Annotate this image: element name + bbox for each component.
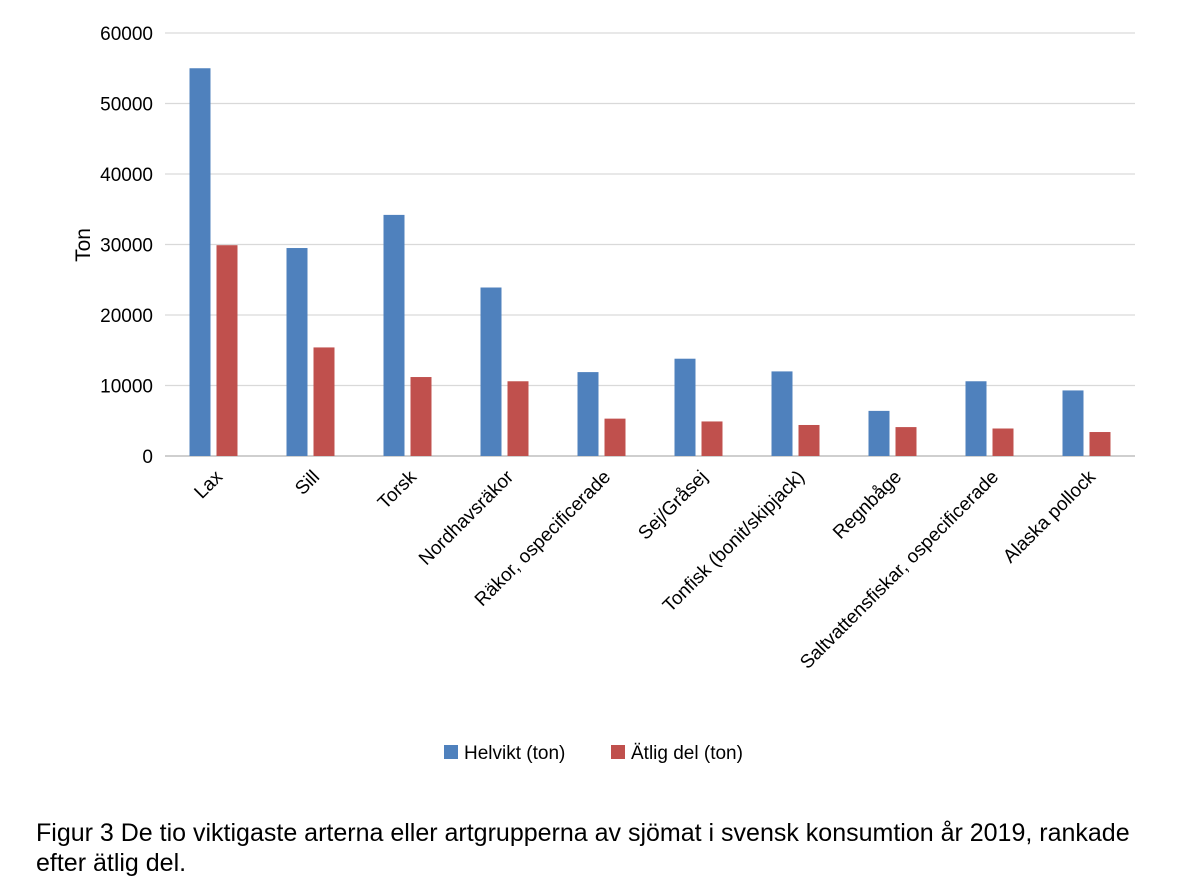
- legend: Helvikt (ton) Ätlig del (ton): [444, 743, 743, 764]
- y-tick-label: 50000: [100, 95, 153, 116]
- x-tick-label: Nordhavsräkor: [415, 466, 518, 569]
- bars: [189, 68, 1111, 456]
- y-tick-label: 20000: [100, 306, 153, 327]
- bar-atlig-del: [895, 427, 917, 456]
- legend-swatch: [611, 745, 625, 759]
- y-axis-ticks: 0 10000 20000 30000 40000 50000 60000: [100, 24, 153, 468]
- y-tick-label: 30000: [100, 236, 153, 257]
- x-tick-label: Alaska pollock: [999, 466, 1100, 567]
- figure-caption: Figur 3 De tio viktigaste arterna eller …: [36, 819, 1130, 877]
- bar-atlig-del: [992, 428, 1014, 456]
- bar-atlig-del: [216, 245, 238, 456]
- y-tick-label: 0: [142, 447, 153, 468]
- x-tick-label: Lax: [191, 466, 228, 503]
- bar-helvikt: [868, 410, 890, 456]
- y-tick-label: 60000: [100, 24, 153, 45]
- bar-helvikt: [577, 372, 599, 456]
- bar-helvikt: [674, 358, 696, 456]
- x-tick-label: Sill: [291, 467, 324, 500]
- bar-atlig-del: [410, 377, 432, 456]
- gridlines: [165, 32, 1135, 457]
- y-axis-title: Ton: [72, 228, 95, 262]
- bar-helvikt: [1062, 390, 1084, 456]
- bar-atlig-del: [507, 381, 529, 456]
- bar-helvikt: [286, 248, 308, 456]
- y-tick-label: 10000: [100, 377, 153, 398]
- legend-label: Helvikt (ton): [464, 743, 565, 764]
- bar-atlig-del: [701, 421, 723, 456]
- bar-helvikt: [965, 381, 987, 456]
- bar-helvikt: [383, 214, 405, 456]
- bar-atlig-del: [604, 418, 626, 456]
- x-tick-label: Torsk: [374, 466, 421, 513]
- bar-atlig-del: [1089, 432, 1111, 456]
- legend-swatch: [444, 745, 458, 759]
- bar-helvikt: [189, 68, 211, 456]
- legend-label: Ätlig del (ton): [631, 743, 743, 764]
- bar-helvikt: [480, 287, 502, 456]
- bar-atlig-del: [313, 347, 335, 456]
- bar-atlig-del: [798, 424, 820, 456]
- x-tick-label: Saltvattensfiskar, ospecificerade: [796, 467, 1003, 674]
- x-tick-label: Regnbåge: [829, 467, 906, 544]
- x-tick-label: Sej/Gråsej: [634, 467, 712, 545]
- bar-helvikt: [771, 371, 793, 456]
- y-tick-label: 40000: [100, 165, 153, 186]
- chart: 0 10000 20000 30000 40000 50000 60000 Lax Sill T…: [72, 24, 1135, 764]
